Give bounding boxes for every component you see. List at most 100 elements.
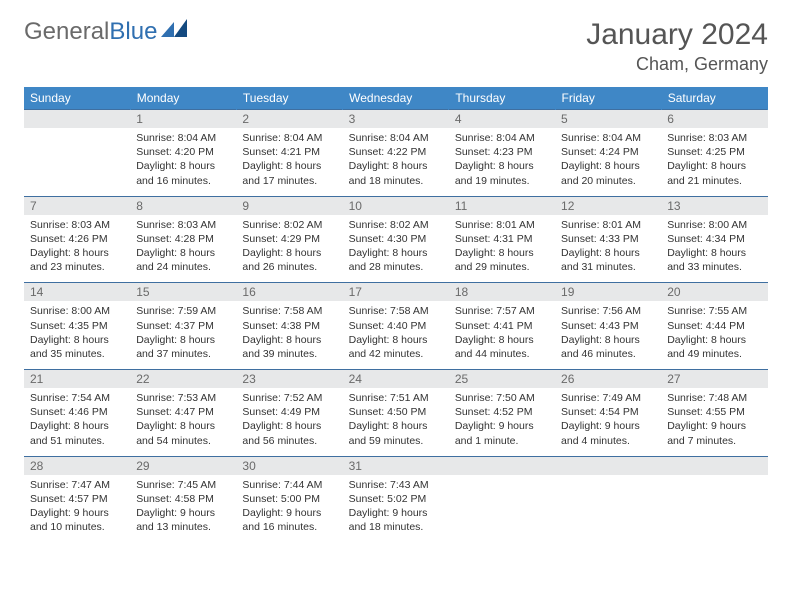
day-detail-line: Sunrise: 7:55 AM: [667, 304, 761, 318]
day-cell: 18Sunrise: 7:57 AMSunset: 4:41 PMDayligh…: [449, 283, 555, 370]
day-detail-line: Sunrise: 7:54 AM: [30, 391, 124, 405]
day-detail-line: Daylight: 8 hours and 31 minutes.: [561, 246, 655, 274]
day-cell: 27Sunrise: 7:48 AMSunset: 4:55 PMDayligh…: [661, 370, 767, 457]
day-header: Monday: [130, 87, 236, 110]
day-details: Sunrise: 7:44 AMSunset: 5:00 PMDaylight:…: [236, 475, 342, 543]
day-detail-line: Daylight: 8 hours and 46 minutes.: [561, 333, 655, 361]
day-detail-line: Sunset: 4:31 PM: [455, 232, 549, 246]
day-detail-line: Daylight: 9 hours and 10 minutes.: [30, 506, 124, 534]
day-number: 30: [236, 457, 342, 475]
logo-text-b: Blue: [109, 18, 157, 46]
day-detail-line: Daylight: 8 hours and 44 minutes.: [455, 333, 549, 361]
day-detail-line: Daylight: 8 hours and 20 minutes.: [561, 159, 655, 187]
day-detail-line: Sunset: 4:55 PM: [667, 405, 761, 419]
day-details: Sunrise: 8:04 AMSunset: 4:23 PMDaylight:…: [449, 128, 555, 196]
day-cell: 1Sunrise: 8:04 AMSunset: 4:20 PMDaylight…: [130, 110, 236, 197]
day-number: 22: [130, 370, 236, 388]
day-header: Tuesday: [236, 87, 342, 110]
day-cell: [449, 456, 555, 542]
day-details: Sunrise: 8:00 AMSunset: 4:34 PMDaylight:…: [661, 215, 767, 283]
day-number: 25: [449, 370, 555, 388]
day-detail-line: Daylight: 8 hours and 37 minutes.: [136, 333, 230, 361]
day-details: Sunrise: 8:02 AMSunset: 4:29 PMDaylight:…: [236, 215, 342, 283]
day-detail-line: Sunset: 5:02 PM: [349, 492, 443, 506]
day-detail-line: Daylight: 9 hours and 18 minutes.: [349, 506, 443, 534]
day-details: Sunrise: 7:53 AMSunset: 4:47 PMDaylight:…: [130, 388, 236, 456]
day-cell: [661, 456, 767, 542]
day-cell: [555, 456, 661, 542]
day-detail-line: Daylight: 8 hours and 28 minutes.: [349, 246, 443, 274]
day-number: 20: [661, 283, 767, 301]
day-detail-line: Sunrise: 7:44 AM: [242, 478, 336, 492]
day-cell: 8Sunrise: 8:03 AMSunset: 4:28 PMDaylight…: [130, 196, 236, 283]
day-detail-line: Sunrise: 8:00 AM: [30, 304, 124, 318]
week-number-row: 21Sunrise: 7:54 AMSunset: 4:46 PMDayligh…: [24, 370, 768, 457]
day-cell: 31Sunrise: 7:43 AMSunset: 5:02 PMDayligh…: [343, 456, 449, 542]
day-details: Sunrise: 7:48 AMSunset: 4:55 PMDaylight:…: [661, 388, 767, 456]
day-detail-line: Sunset: 4:24 PM: [561, 145, 655, 159]
day-detail-line: Sunrise: 8:00 AM: [667, 218, 761, 232]
day-detail-line: Sunrise: 7:51 AM: [349, 391, 443, 405]
day-details: Sunrise: 8:01 AMSunset: 4:31 PMDaylight:…: [449, 215, 555, 283]
day-number: 18: [449, 283, 555, 301]
day-number: 17: [343, 283, 449, 301]
day-details: Sunrise: 8:03 AMSunset: 4:25 PMDaylight:…: [661, 128, 767, 196]
day-header: Wednesday: [343, 87, 449, 110]
day-detail-line: Daylight: 9 hours and 7 minutes.: [667, 419, 761, 447]
day-number: 6: [661, 110, 767, 128]
day-details: Sunrise: 7:52 AMSunset: 4:49 PMDaylight:…: [236, 388, 342, 456]
day-detail-line: Sunrise: 8:01 AM: [455, 218, 549, 232]
day-cell: 30Sunrise: 7:44 AMSunset: 5:00 PMDayligh…: [236, 456, 342, 542]
day-detail-line: Sunset: 4:43 PM: [561, 319, 655, 333]
day-details: Sunrise: 7:47 AMSunset: 4:57 PMDaylight:…: [24, 475, 130, 543]
day-detail-line: Daylight: 8 hours and 18 minutes.: [349, 159, 443, 187]
day-detail-line: Sunset: 4:25 PM: [667, 145, 761, 159]
day-cell: 24Sunrise: 7:51 AMSunset: 4:50 PMDayligh…: [343, 370, 449, 457]
day-cell: 29Sunrise: 7:45 AMSunset: 4:58 PMDayligh…: [130, 456, 236, 542]
day-detail-line: Sunset: 4:41 PM: [455, 319, 549, 333]
day-detail-line: Sunrise: 7:59 AM: [136, 304, 230, 318]
day-detail-line: Sunset: 4:57 PM: [30, 492, 124, 506]
day-detail-line: Sunrise: 8:04 AM: [349, 131, 443, 145]
title-block: January 2024 Cham, Germany: [586, 18, 768, 75]
day-detail-line: Daylight: 8 hours and 49 minutes.: [667, 333, 761, 361]
day-number: 24: [343, 370, 449, 388]
day-detail-line: Daylight: 8 hours and 17 minutes.: [242, 159, 336, 187]
day-header: Friday: [555, 87, 661, 110]
day-details: Sunrise: 8:02 AMSunset: 4:30 PMDaylight:…: [343, 215, 449, 283]
day-number: [555, 457, 661, 475]
day-number: 27: [661, 370, 767, 388]
day-detail-line: Sunset: 4:28 PM: [136, 232, 230, 246]
day-cell: 19Sunrise: 7:56 AMSunset: 4:43 PMDayligh…: [555, 283, 661, 370]
day-details: Sunrise: 8:03 AMSunset: 4:28 PMDaylight:…: [130, 215, 236, 283]
day-details: Sunrise: 7:56 AMSunset: 4:43 PMDaylight:…: [555, 301, 661, 369]
day-number: 13: [661, 197, 767, 215]
month-title: January 2024: [586, 18, 768, 52]
day-detail-line: Sunset: 4:58 PM: [136, 492, 230, 506]
day-number: 26: [555, 370, 661, 388]
day-detail-line: Daylight: 8 hours and 56 minutes.: [242, 419, 336, 447]
day-detail-line: Sunset: 4:26 PM: [30, 232, 124, 246]
day-cell: 6Sunrise: 8:03 AMSunset: 4:25 PMDaylight…: [661, 110, 767, 197]
day-detail-line: Sunrise: 7:50 AM: [455, 391, 549, 405]
day-detail-line: Daylight: 8 hours and 35 minutes.: [30, 333, 124, 361]
day-cell: 25Sunrise: 7:50 AMSunset: 4:52 PMDayligh…: [449, 370, 555, 457]
day-cell: 3Sunrise: 8:04 AMSunset: 4:22 PMDaylight…: [343, 110, 449, 197]
day-number: 2: [236, 110, 342, 128]
day-header: Thursday: [449, 87, 555, 110]
day-detail-line: Daylight: 8 hours and 33 minutes.: [667, 246, 761, 274]
day-detail-line: Sunset: 4:21 PM: [242, 145, 336, 159]
day-number: 10: [343, 197, 449, 215]
day-detail-line: Sunset: 5:00 PM: [242, 492, 336, 506]
day-detail-line: Sunset: 4:50 PM: [349, 405, 443, 419]
day-number: 7: [24, 197, 130, 215]
day-details: Sunrise: 7:54 AMSunset: 4:46 PMDaylight:…: [24, 388, 130, 456]
day-detail-line: Daylight: 8 hours and 23 minutes.: [30, 246, 124, 274]
day-details: [555, 475, 661, 537]
logo: GeneralBlue: [24, 18, 187, 46]
day-number: [449, 457, 555, 475]
day-header: Sunday: [24, 87, 130, 110]
day-details: Sunrise: 8:04 AMSunset: 4:22 PMDaylight:…: [343, 128, 449, 196]
day-cell: 14Sunrise: 8:00 AMSunset: 4:35 PMDayligh…: [24, 283, 130, 370]
day-details: Sunrise: 7:58 AMSunset: 4:38 PMDaylight:…: [236, 301, 342, 369]
